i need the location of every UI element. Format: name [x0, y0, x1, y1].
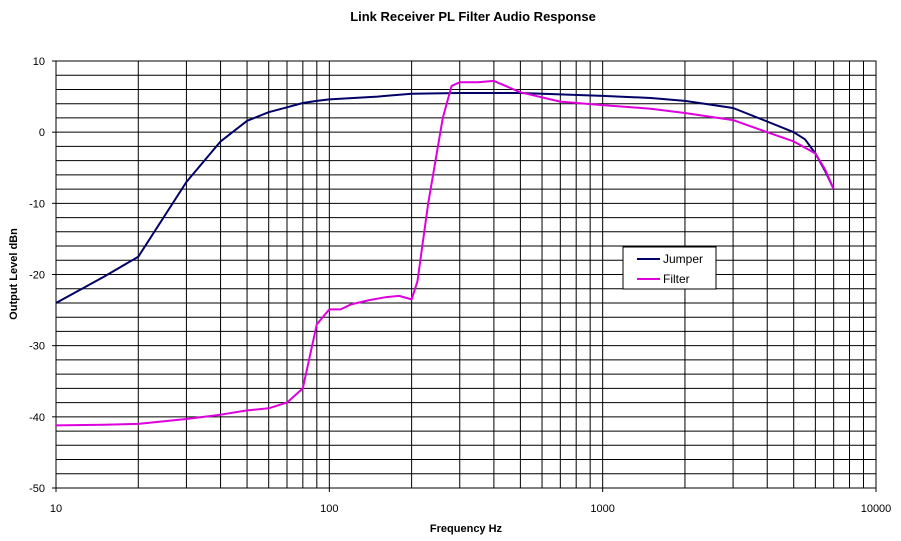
y-tick-label: -10 — [29, 198, 45, 210]
x-tick-label: 1000 — [590, 503, 614, 515]
y-axis-label: Output Level dBn — [8, 228, 20, 320]
y-tick-label: -20 — [29, 270, 45, 282]
x-axis-ticks: 10 100 1000 10000 — [50, 488, 891, 515]
chart-title: Link Receiver PL Filter Audio Response — [350, 9, 596, 24]
y-tick-label: -30 — [29, 341, 45, 353]
y-tick-label: 0 — [39, 127, 45, 139]
x-axis-label: Frequency Hz — [430, 523, 503, 535]
legend-label-jumper: Jumper — [663, 252, 703, 266]
y-tick-label: -40 — [29, 412, 45, 424]
series-line-jumper — [55, 92, 835, 304]
legend-box — [622, 246, 717, 290]
legend: Jumper Filter — [622, 246, 717, 290]
x-tick-label: 100 — [320, 503, 338, 515]
y-tick-label: -50 — [29, 483, 45, 495]
series-line-filter — [55, 79, 835, 427]
x-tick-label: 10000 — [861, 503, 892, 515]
series-lines — [55, 79, 835, 427]
y-tick-label: 10 — [33, 56, 45, 68]
x-tick-label: 10 — [50, 503, 62, 515]
legend-label-filter: Filter — [663, 272, 690, 286]
grid — [55, 60, 876, 489]
y-axis-ticks: 10 0 -10 -20 -30 -40 -50 — [29, 56, 56, 495]
